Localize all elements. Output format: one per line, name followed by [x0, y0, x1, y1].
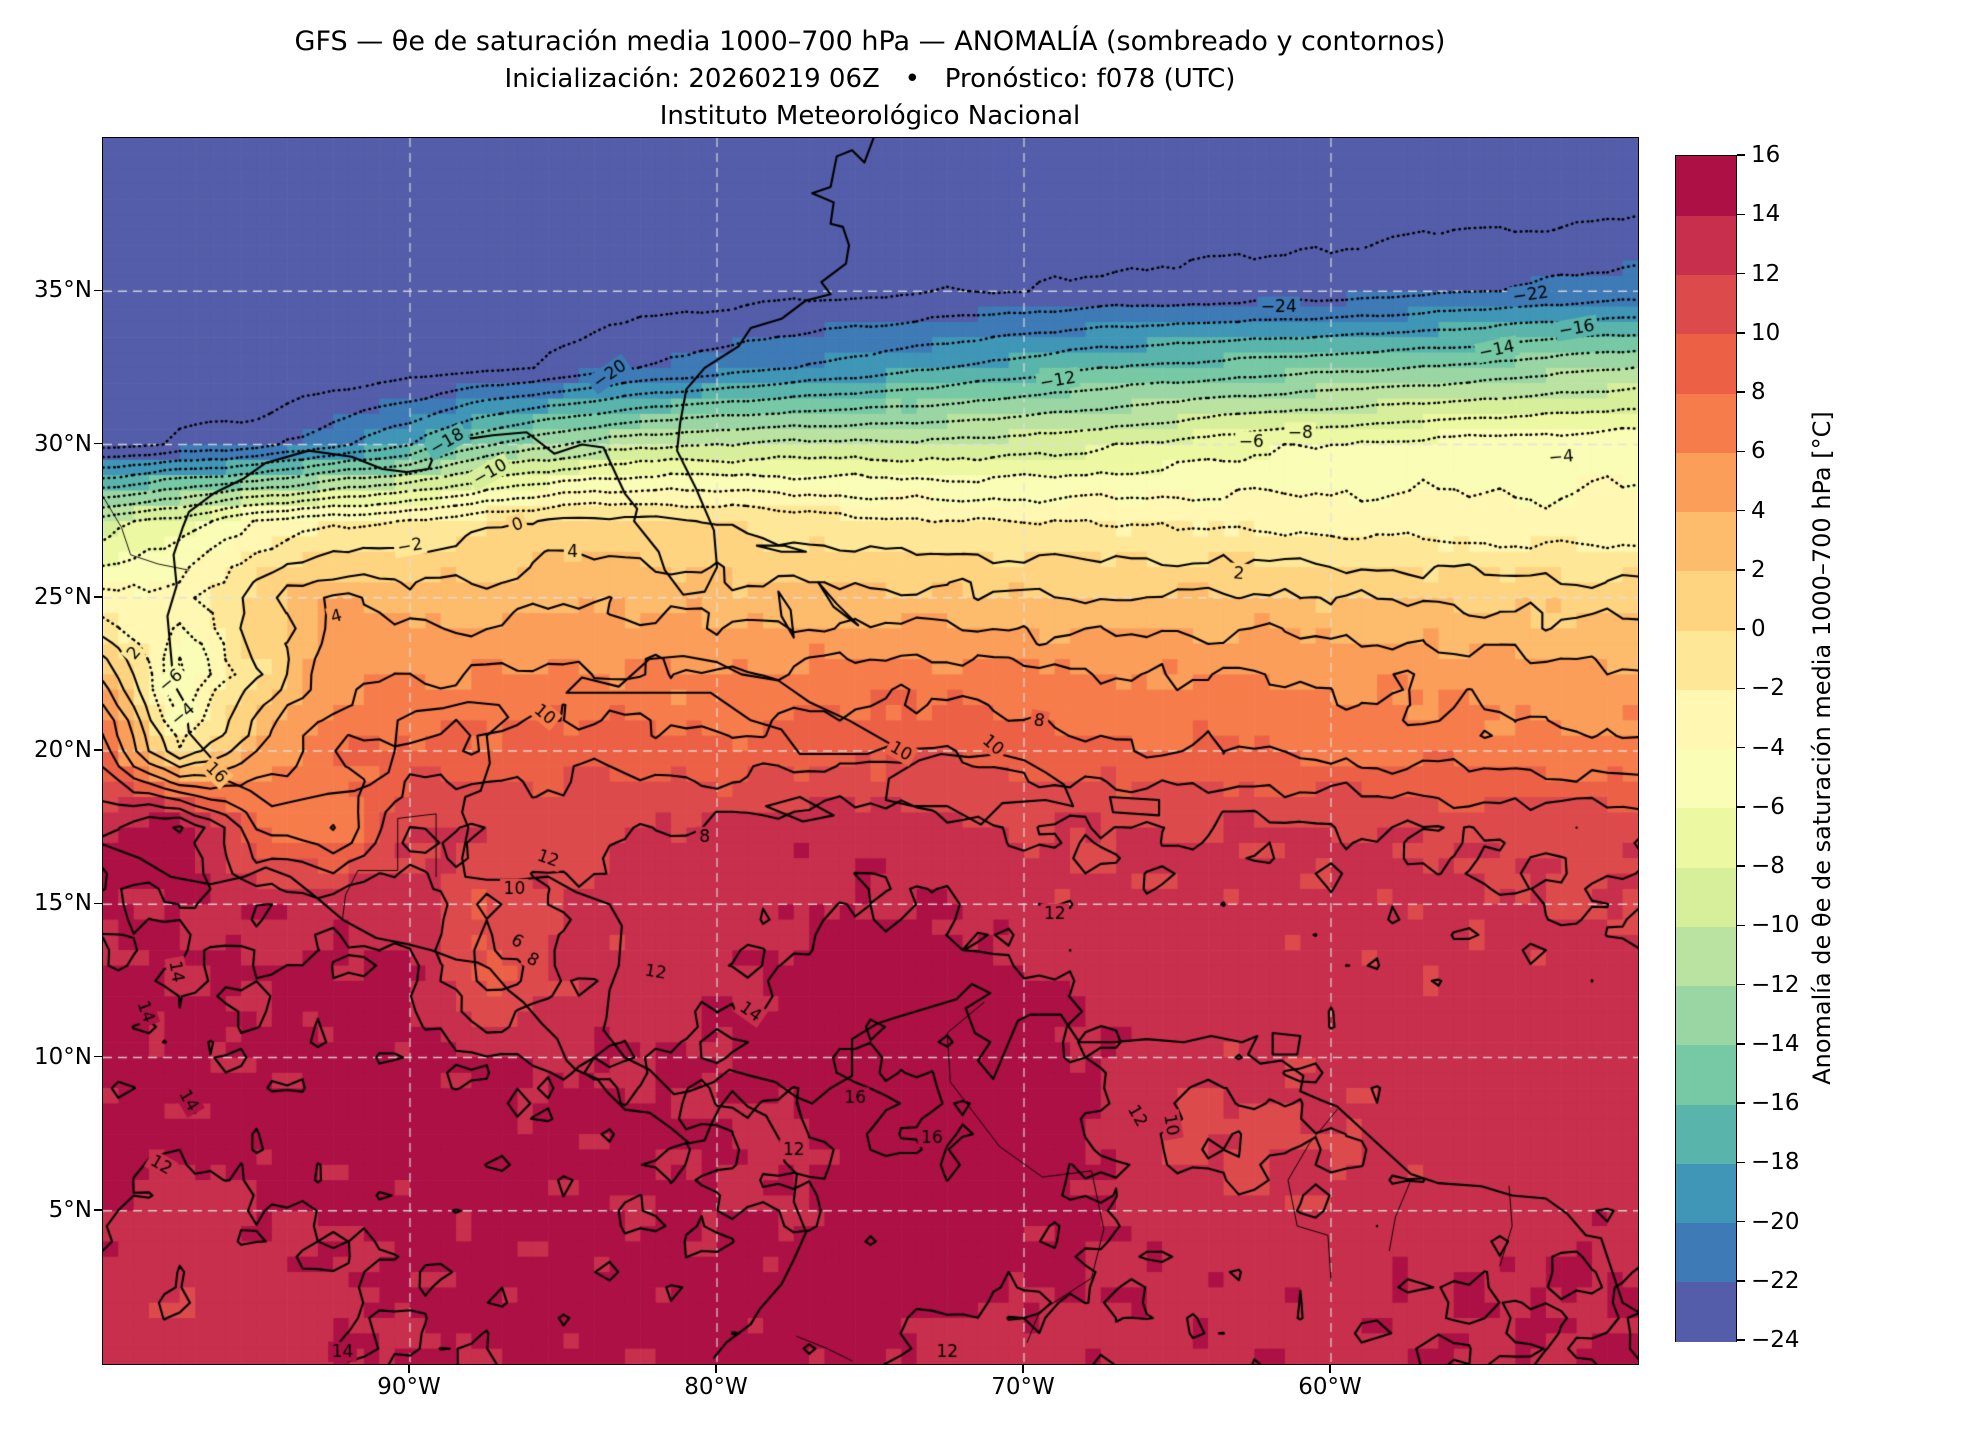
y-tick-label: 25°N: [34, 583, 92, 610]
x-tick-label: 70°W: [991, 1374, 1055, 1400]
colorbar-tick-mark: [1737, 1102, 1745, 1104]
y-tick-mark: [94, 1055, 102, 1058]
y-tick-mark: [94, 1209, 102, 1211]
y-tick-label: 20°N: [34, 737, 92, 763]
y-tick-mark: [94, 749, 102, 751]
colorbar-tick-mark: [1737, 746, 1745, 749]
colorbar-segment: [1676, 630, 1736, 690]
colorbar-tick-label: 6: [1751, 438, 1766, 465]
colorbar-segment: [1676, 274, 1736, 335]
colorbar-segment: [1676, 985, 1736, 1046]
x-tick-mark: [1022, 1365, 1024, 1373]
colorbar-tick-label: 10: [1751, 319, 1781, 346]
colorbar-segment: [1676, 1222, 1736, 1283]
colorbar-tick-label: −14: [1751, 1030, 1800, 1057]
y-tick-label: 30°N: [34, 430, 92, 457]
colorbar-tick-label: −20: [1751, 1208, 1800, 1235]
colorbar-tick-label: 4: [1751, 497, 1766, 524]
colorbar-segment: [1676, 215, 1736, 275]
colorbar-tick-mark: [1737, 213, 1745, 215]
colorbar-label: Anomalía de θe de saturación media 1000–…: [1808, 410, 1836, 1085]
x-tick-label: 80°W: [684, 1374, 748, 1400]
colorbar-tick-mark: [1737, 1220, 1745, 1223]
colorbar-segment: [1676, 511, 1736, 572]
colorbar-segment: [1676, 867, 1736, 927]
colorbar-segment: [1676, 1104, 1736, 1164]
colorbar-segment: [1676, 926, 1736, 986]
colorbar-tick-label: 8: [1751, 379, 1766, 405]
colorbar-tick-label: −16: [1751, 1090, 1800, 1116]
colorbar-tick-label: 12: [1751, 260, 1781, 287]
colorbar-tick-label: −2: [1751, 675, 1785, 702]
chart-credit: Instituto Meteorológico Nacional: [659, 101, 1081, 131]
colorbar-tick-mark: [1737, 806, 1745, 808]
colorbar-tick-mark: [1737, 450, 1745, 452]
colorbar-tick-label: −4: [1751, 734, 1785, 761]
colorbar-tick-label: −18: [1751, 1149, 1800, 1176]
colorbar-tick-label: 2: [1751, 556, 1766, 583]
colorbar-segment: [1676, 452, 1736, 512]
colorbar-segment: [1676, 748, 1736, 809]
colorbar-tick-mark: [1737, 509, 1745, 512]
colorbar-tick-label: 16: [1751, 142, 1781, 168]
colorbar-tick-label: −24: [1751, 1327, 1800, 1353]
y-tick-label: 35°N: [34, 277, 92, 304]
colorbar-segment: [1676, 807, 1736, 868]
x-tick-mark: [715, 1365, 717, 1373]
colorbar-tick-mark: [1737, 865, 1745, 867]
colorbar-tick-mark: [1737, 924, 1745, 926]
colorbar-tick-mark: [1737, 1280, 1745, 1282]
colorbar-tick-mark: [1737, 687, 1745, 689]
anomaly-contour-map: [103, 138, 1638, 1364]
y-tick-mark: [94, 902, 102, 904]
colorbar-tick-mark: [1737, 983, 1745, 986]
colorbar-tick-label: −22: [1751, 1267, 1800, 1294]
colorbar-tick-label: −12: [1751, 971, 1800, 998]
colorbar-tick-label: −10: [1751, 912, 1800, 939]
colorbar-tick-mark: [1737, 1339, 1745, 1341]
colorbar-tick-mark: [1737, 1161, 1745, 1163]
chart-title: GFS — θe de saturación media 1000–700 hP…: [294, 26, 1446, 57]
colorbar-segment: [1676, 1163, 1736, 1223]
colorbar-tick-label: −8: [1751, 853, 1785, 879]
colorbar-segment: [1676, 689, 1736, 749]
colorbar-segment: [1676, 570, 1736, 631]
colorbar-tick-label: −6: [1751, 793, 1785, 820]
x-tick-mark: [1329, 1365, 1331, 1373]
colorbar-tick-mark: [1737, 272, 1745, 275]
map-plot-area: [102, 137, 1639, 1365]
colorbar-tick-mark: [1737, 569, 1745, 571]
x-tick-label: 90°W: [377, 1374, 441, 1400]
colorbar-tick-mark: [1737, 628, 1745, 630]
colorbar-tick-mark: [1737, 332, 1745, 334]
y-tick-label: 5°N: [48, 1196, 92, 1223]
colorbar-tick-label: 0: [1751, 616, 1766, 642]
chart-subtitle: Inicialización: 20260219 06Z • Pronóstic…: [504, 64, 1236, 94]
colorbar-segment: [1676, 156, 1736, 216]
y-tick-mark: [94, 289, 102, 291]
x-tick-mark: [408, 1365, 410, 1373]
colorbar-segment: [1676, 393, 1736, 453]
colorbar-tick-mark: [1737, 1043, 1745, 1045]
colorbar: [1675, 155, 1737, 1342]
colorbar-tick-label: 14: [1751, 201, 1781, 228]
x-tick-label: 60°W: [1298, 1374, 1362, 1400]
y-tick-mark: [94, 596, 102, 598]
colorbar-segment: [1676, 333, 1736, 394]
colorbar-segment: [1676, 1281, 1736, 1342]
y-tick-label: 10°N: [34, 1043, 92, 1070]
y-tick-mark: [94, 442, 102, 445]
colorbar-segment: [1676, 1044, 1736, 1105]
colorbar-tick-mark: [1737, 154, 1745, 156]
colorbar-tick-mark: [1737, 391, 1745, 393]
y-tick-label: 15°N: [34, 890, 92, 917]
